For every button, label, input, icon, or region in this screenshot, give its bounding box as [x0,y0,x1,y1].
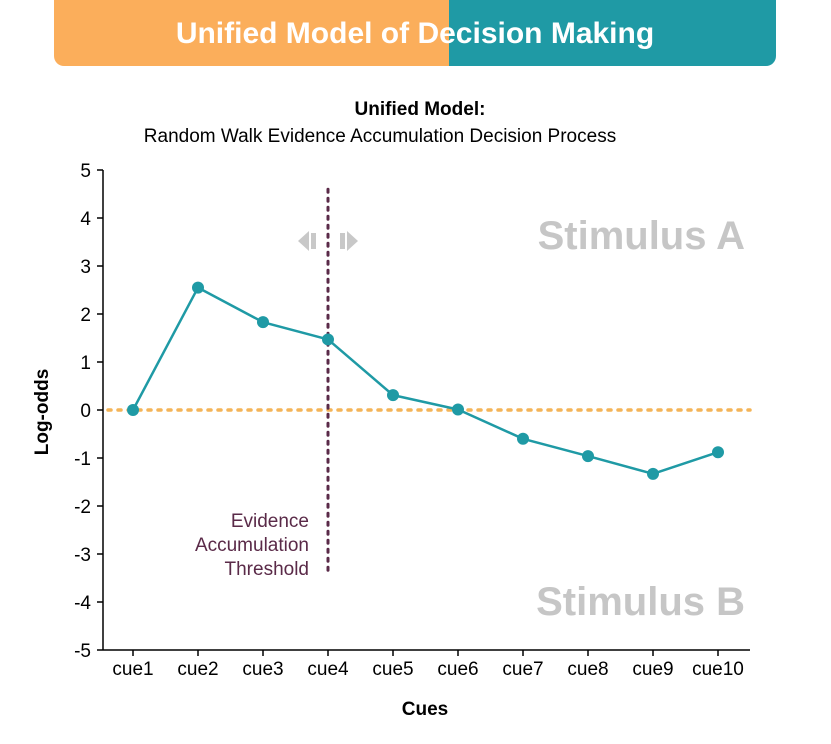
data-point-cue3 [257,316,269,329]
threshold-label-line3: Threshold [225,559,310,580]
y-tick-label: -4 [74,593,91,614]
left-arrow-stem [311,233,316,249]
threshold-label-line2: Accumulation [195,535,309,556]
right-arrow-icon[interactable] [347,231,358,251]
y-tick-label: -1 [74,449,91,470]
chart-title: Unified Model: [355,99,486,120]
y-tick-label: 1 [80,353,91,374]
y-tick-label: 5 [80,161,91,182]
data-point-cue6 [452,403,464,416]
data-points [127,281,724,480]
banner-right-segment [449,0,776,66]
x-tick-label: cue3 [242,659,283,680]
x-tick-label: cue5 [372,659,413,680]
x-tick-label: cue1 [112,659,153,680]
data-point-cue9 [647,467,659,480]
y-tick-label: 0 [80,401,91,422]
y-ticks: 5 4 3 2 1 0 -1 -2 -3 -4 -5 [74,161,103,662]
y-tick-label: -2 [74,497,91,518]
title-banner: Unified Model of Decision Making [54,0,776,66]
data-point-cue10 [712,446,724,459]
x-tick-label: cue4 [307,659,349,680]
chart-subtitle: Random Walk Evidence Accumulation Decisi… [144,126,616,147]
banner-left-segment [54,0,449,66]
threshold-arrows [298,231,358,251]
x-tick-label: cue2 [177,659,218,680]
x-tick-label: cue7 [502,659,543,680]
data-point-cue5 [387,389,399,402]
x-tick-label: cue9 [632,659,673,680]
series-line [131,286,719,476]
y-tick-label: -3 [74,545,91,566]
threshold-label-line1: Evidence [231,511,309,532]
x-tick-label: cue6 [437,659,478,680]
x-axis-label: Cues [402,699,448,720]
stimulus-a-label: Stimulus A [538,214,745,258]
y-tick-label: 4 [80,209,91,230]
data-point-cue1 [127,404,139,416]
data-point-cue8 [582,450,594,463]
x-tick-label: cue10 [692,659,744,680]
data-point-cue7 [517,432,529,445]
y-axis-label: Log-odds [32,369,53,456]
y-tick-label: 3 [80,257,91,278]
data-point-cue4 [322,333,334,346]
y-tick-label: -5 [74,641,91,662]
data-point-cue2 [192,281,204,294]
y-tick-label: 2 [80,305,91,326]
x-ticks: cue1 cue2 cue3 cue4 cue5 cue6 cue7 cue8 cue9 cue1… [112,650,744,680]
left-arrow-icon[interactable] [298,231,309,251]
x-tick-label: cue8 [567,659,608,680]
stimulus-b-label: Stimulus B [536,580,745,624]
banner-title: Unified Model of Decision Making [175,17,655,50]
right-arrow-stem [340,233,345,249]
